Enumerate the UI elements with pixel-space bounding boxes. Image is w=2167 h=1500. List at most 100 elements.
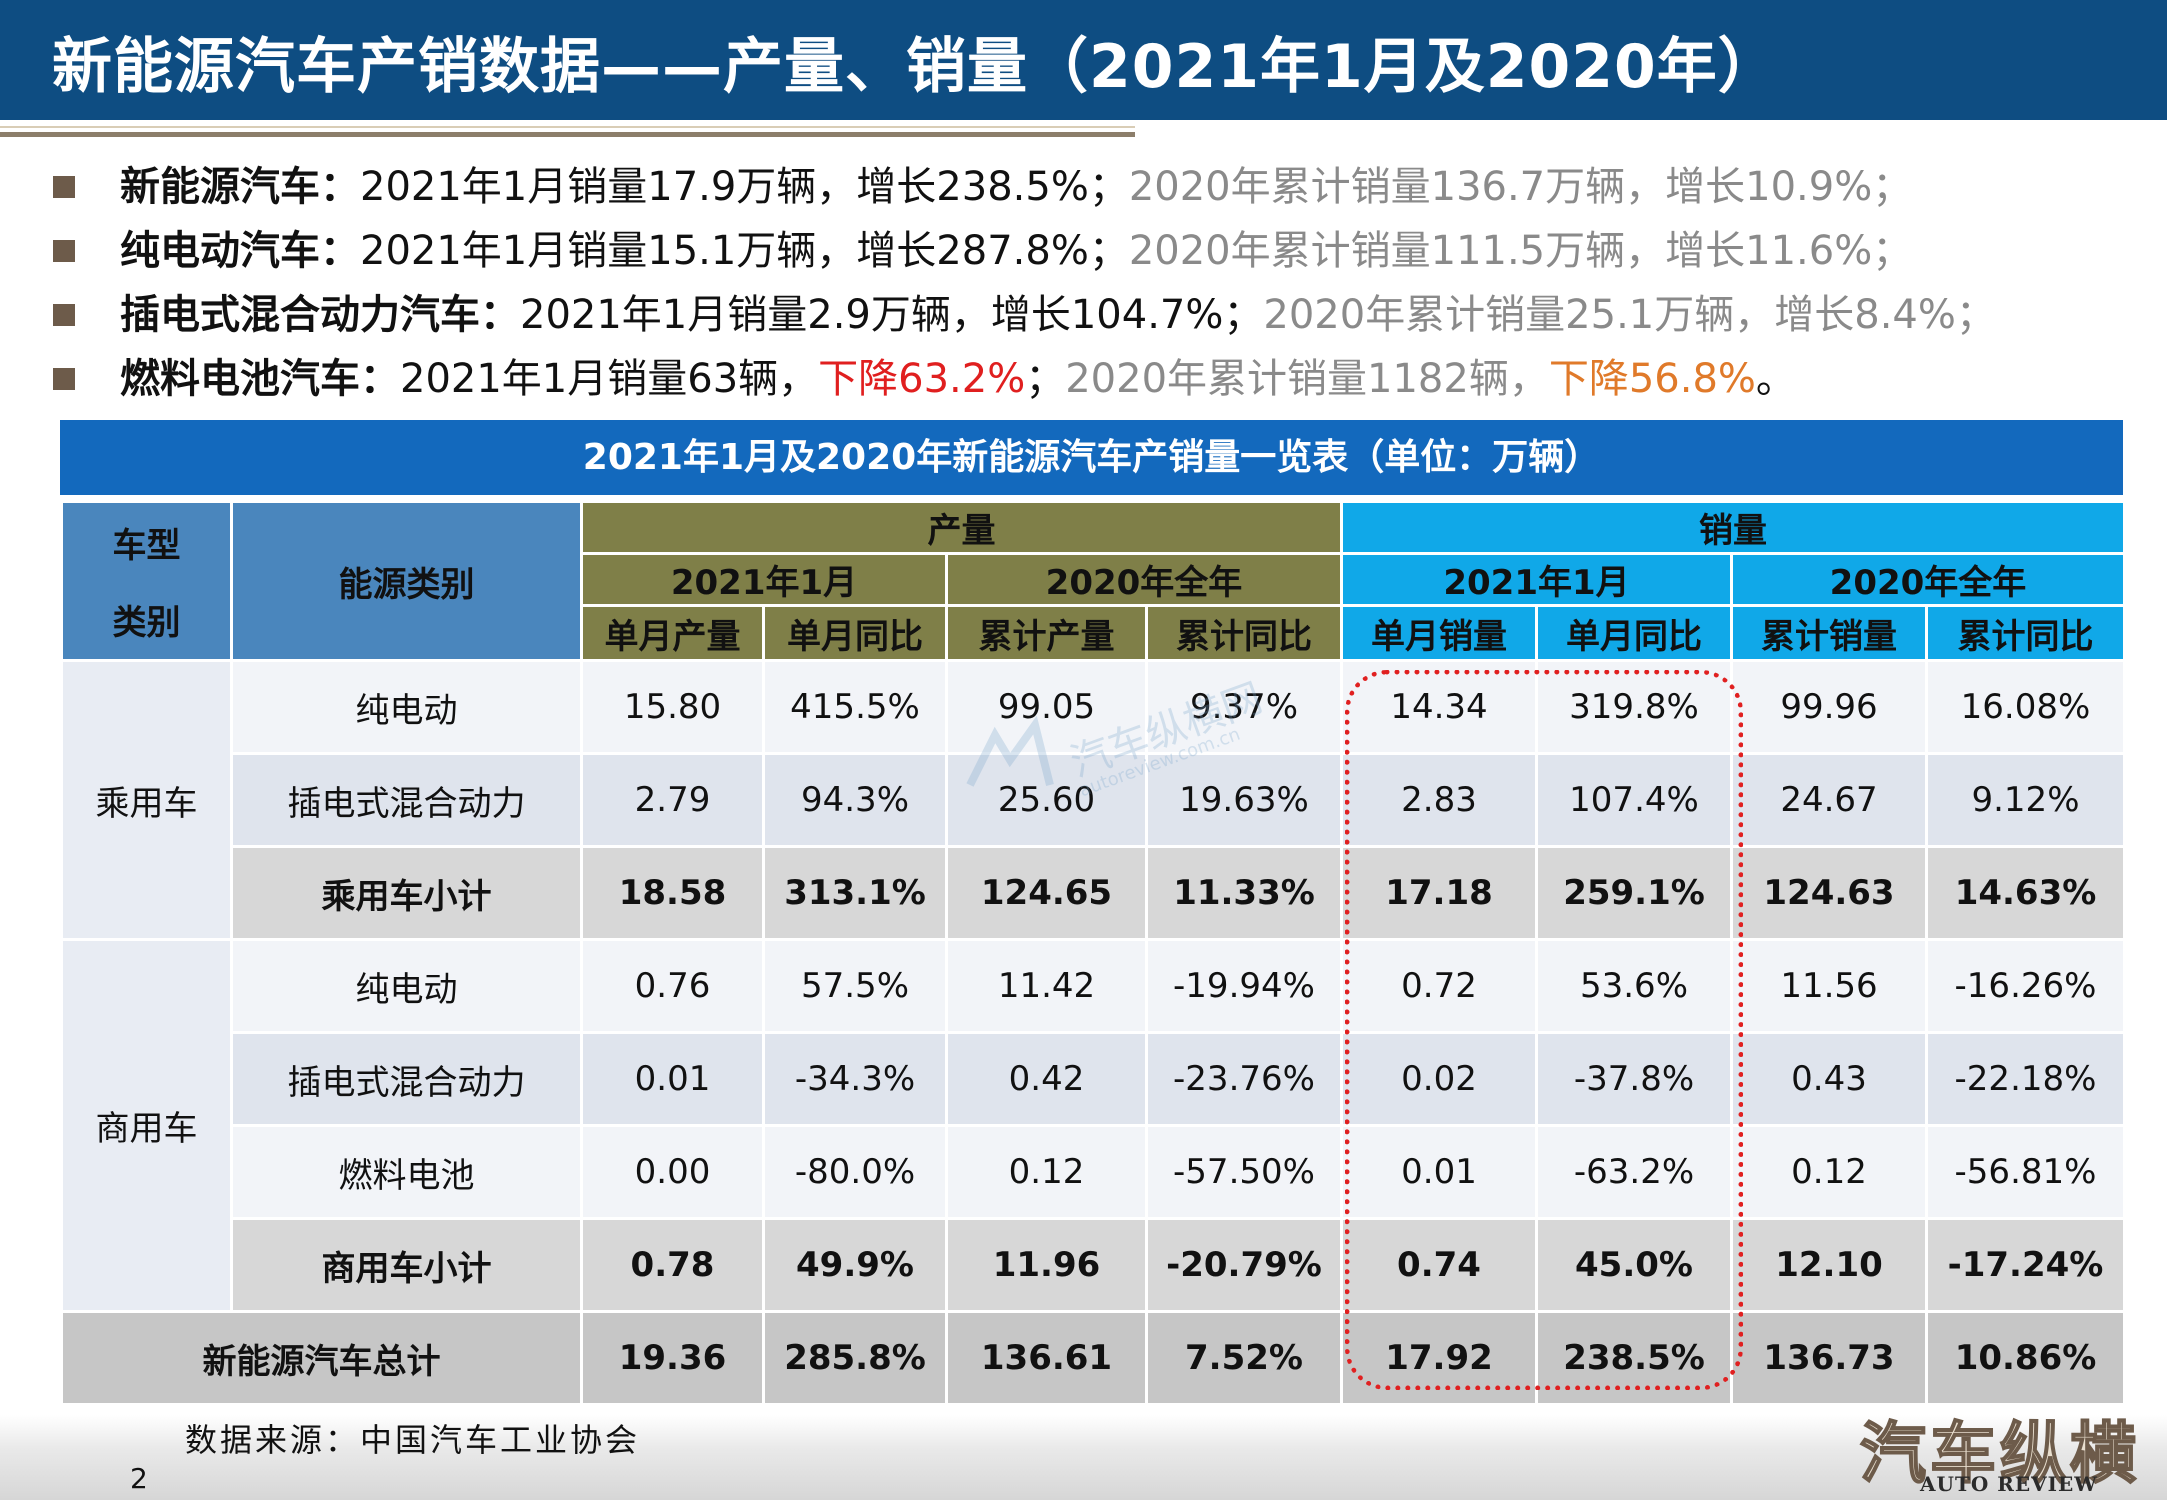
table-cell: 12.10 (1730, 1217, 1928, 1313)
table-cell: 7.52% (1145, 1310, 1343, 1406)
table-cell: -34.3% (762, 1031, 948, 1127)
table-cell: 0.01 (1340, 1124, 1538, 1220)
logo-chinese: 汽车纵横 (1859, 1414, 2140, 1493)
title-bar: 新能源汽车产销数据——产量、销量（2021年1月及2020年） (0, 0, 2167, 120)
table-cell: 11.42 (945, 938, 1148, 1034)
sales-table: 车型 类别 能源类别 产量 销量 2021年1月 2020年全年 2021年1月… (60, 500, 2126, 1406)
table-row: 插电式混合动力 0.01 -34.3% 0.42 -23.76% 0.02 -3… (62, 1031, 2126, 1127)
header-sales-month: 2021年1月 (1340, 552, 1733, 607)
row-label: 插电式混合动力 (230, 1031, 583, 1127)
table-cell: 124.63 (1730, 845, 1928, 941)
table-cell: 2.83 (1340, 752, 1538, 848)
table-row: 插电式混合动力 2.79 94.3% 25.60 19.63% 2.83 107… (62, 752, 2126, 848)
watermark: 汽车纵横网 autoreview.com.cn (955, 675, 1268, 820)
header-sub-col: 累计同比 (1925, 604, 2126, 662)
table-cell: 11.96 (945, 1217, 1148, 1313)
table-cell: 15.80 (580, 659, 765, 755)
table-row: 燃料电池 0.00 -80.0% 0.12 -57.50% 0.01 -63.2… (62, 1124, 2126, 1220)
highlight-box (1345, 670, 1743, 1390)
table-cell: 313.1% (762, 845, 948, 941)
table-cell: 319.8% (1535, 659, 1733, 755)
bullet-label: 燃料电池汽车： (120, 356, 400, 402)
bullet-year-stat: 2020年累计销量25.1万辆，增长8.4%； (1263, 292, 1996, 338)
page-title: 新能源汽车产销数据——产量、销量（2021年1月及2020年） (52, 32, 1779, 102)
table-cell: 9.12% (1925, 752, 2126, 848)
row-label: 商用车小计 (230, 1217, 583, 1313)
bullet-text: 燃料电池汽车：2021年1月销量63辆，下降63.2%；2020年累计销量118… (120, 347, 1796, 411)
row-label: 插电式混合动力 (230, 752, 583, 848)
table-cell: 107.4% (1535, 752, 1733, 848)
table-cell: 16.08% (1925, 659, 2126, 755)
table-cell: 53.6% (1535, 938, 1733, 1034)
row-label: 乘用车小计 (230, 845, 583, 941)
header-sub-col: 累计同比 (1145, 604, 1343, 662)
bullet-month-stat: 2021年1月销量15.1万辆，增长287.8%； (360, 228, 1129, 274)
table-row-subtotal: 商用车小计 0.78 49.9% 11.96 -20.79% 0.74 45.0… (62, 1217, 2126, 1313)
table-cell: 17.18 (1340, 845, 1538, 941)
table-cell: 0.12 (1730, 1124, 1928, 1220)
table-cell: 99.05 (945, 659, 1148, 755)
table-cell: 0.02 (1340, 1031, 1538, 1127)
bullet-label: 新能源汽车： (120, 164, 360, 210)
table-cell: -22.18% (1925, 1031, 2126, 1127)
bullet-year-stat: 2020年累计销量1182辆， (1065, 356, 1549, 402)
table-cell: 11.33% (1145, 845, 1343, 941)
header-sub-col: 单月同比 (762, 604, 948, 662)
title-underline (0, 132, 1135, 137)
table-cell: 94.3% (762, 752, 948, 848)
bullet-fcev: 燃料电池汽车：2021年1月销量63辆，下降63.2%；2020年累计销量118… (45, 347, 2155, 411)
row-label: 纯电动 (230, 938, 583, 1034)
bullet-nev: 新能源汽车：2021年1月销量17.9万辆，增长238.5%；2020年累计销量… (45, 155, 2155, 219)
table-cell: -19.94% (1145, 938, 1343, 1034)
table-cell: 45.0% (1535, 1217, 1733, 1313)
row-label: 纯电动 (230, 659, 583, 755)
table-cell: 0.76 (580, 938, 765, 1034)
bullet-year-decline: 下降56.8% (1548, 356, 1756, 402)
table-cell: 10.86% (1925, 1310, 2126, 1406)
table-cell: 0.01 (580, 1031, 765, 1127)
header-prod-month: 2021年1月 (580, 552, 948, 607)
bullet-label: 纯电动汽车： (120, 228, 360, 274)
table-cell: 25.60 (945, 752, 1148, 848)
summary-bullets: 新能源汽车：2021年1月销量17.9万辆，增长238.5%； 2020年累计销量… (45, 155, 2155, 411)
watermark-car-icon (966, 715, 1054, 787)
header-vehicle-type-line2: 类别 (112, 603, 181, 643)
table-row: 商用车 纯电动 0.76 57.5% 11.42 -19.94% 0.72 53… (60, 938, 2126, 1313)
table-cell: 0.74 (1340, 1217, 1538, 1313)
table-cell: 259.1% (1535, 845, 1733, 941)
table-cell: 124.65 (945, 845, 1148, 941)
bullet-square-icon (53, 240, 75, 262)
table-cell: 9.37% (1145, 659, 1343, 755)
bullet-bev: 纯电动汽车：2021年1月销量15.1万辆，增长287.8%；2020年累计销量… (45, 219, 2155, 283)
bullet-punct: ； (1025, 356, 1066, 402)
header-vehicle-type: 车型 类别 (60, 500, 233, 662)
header-sales: 销量 (1340, 500, 2126, 555)
page-number: 2 (130, 1462, 148, 1495)
table-cell: 0.42 (945, 1031, 1148, 1127)
table-cell: 136.73 (1730, 1310, 1928, 1406)
header-sub-col: 单月销量 (1340, 604, 1538, 662)
table-cell: -57.50% (1145, 1124, 1343, 1220)
table-cell: 285.8% (762, 1310, 948, 1406)
bullet-month-stat: 2021年1月销量63辆， (400, 356, 819, 402)
table-cell: 19.63% (1145, 752, 1343, 848)
bullet-month-stat: 2021年1月销量17.9万辆，增长238.5%； (360, 164, 1129, 210)
table-cell: -23.76% (1145, 1031, 1343, 1127)
footer-band (0, 1415, 2167, 1500)
table-cell: -17.24% (1925, 1217, 2126, 1313)
table-cell: 57.5% (762, 938, 948, 1034)
table-cell: -16.26% (1925, 938, 2126, 1034)
bullet-square-icon (53, 176, 75, 198)
table-row-total: 新能源汽车总计 19.36 285.8% 136.61 7.52% 17.92 … (60, 1310, 2126, 1406)
title-underline-light (0, 126, 1135, 128)
bullet-punct: 。 (1755, 356, 1796, 402)
header-sub-col: 单月产量 (580, 604, 765, 662)
table-cell: 0.78 (580, 1217, 765, 1313)
table-cell: 0.72 (1340, 938, 1538, 1034)
table-cell: -20.79% (1145, 1217, 1343, 1313)
bullet-month-decline: 下降63.2% (818, 356, 1026, 402)
bullet-label: 插电式混合动力汽车： (120, 292, 520, 338)
table-caption: 2021年1月及2020年新能源汽车产销量一览表（单位：万辆） (60, 420, 2123, 495)
table-cell: 14.63% (1925, 845, 2126, 941)
header-sub-col: 单月同比 (1535, 604, 1733, 662)
